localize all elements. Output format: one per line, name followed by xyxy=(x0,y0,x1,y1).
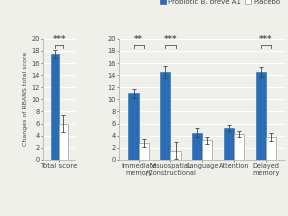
Bar xyxy=(202,140,213,160)
Text: **: ** xyxy=(134,35,143,44)
Text: ***: *** xyxy=(259,35,273,44)
Text: ***: *** xyxy=(52,35,66,44)
Bar xyxy=(266,137,276,160)
Bar xyxy=(160,72,170,160)
Bar xyxy=(234,134,244,160)
Legend: Probiotic B. breve A1, Placebo: Probiotic B. breve A1, Placebo xyxy=(157,0,283,8)
Bar xyxy=(59,124,68,160)
Bar xyxy=(170,151,181,160)
Bar xyxy=(256,72,266,160)
Bar xyxy=(139,143,149,160)
Y-axis label: Changes of RBANS total score: Changes of RBANS total score xyxy=(23,52,29,146)
Bar xyxy=(51,54,59,160)
Bar xyxy=(224,128,234,160)
Bar xyxy=(128,93,139,160)
Text: ***: *** xyxy=(164,35,177,44)
Bar xyxy=(192,133,202,160)
